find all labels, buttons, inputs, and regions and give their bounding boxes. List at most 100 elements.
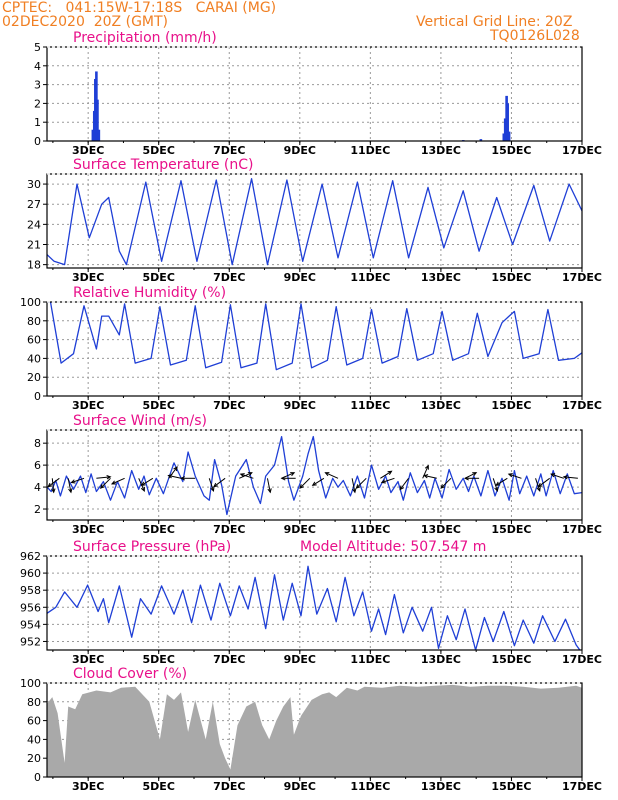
x-tick-label: 5DEC [143,399,175,412]
x-tick-label: 13DEC [421,780,461,793]
panel-cloud: 0 20 40 60 80 100 3DEC 5DEC 7DEC 9DEC 11DEC 13DEC 15… [20,666,602,793]
wind-vector-head [507,473,513,478]
panel-frame [46,173,583,269]
x-tick-label: 7DEC [213,653,245,666]
wind-vector [67,478,72,493]
x-tick-label: 7DEC [213,399,245,412]
panel-frame [46,46,583,142]
wind-vector-head [290,472,296,477]
wind-vector-head [550,473,556,478]
wind-vector-head [440,484,446,489]
wind-vector-head [537,482,543,488]
wind-vector-head [562,475,568,480]
header-grid-note: Vertical Grid Line: 20Z [416,14,573,30]
x-tick-label: 13DEC [421,271,461,284]
header-location: CPTEC: 041:15W-17:18S CARAI (MG) [2,0,277,16]
wind-vector-head [380,479,386,484]
wind-vector-head [355,484,361,489]
wind-vector [266,478,271,493]
x-tick-label: 5DEC [143,271,175,284]
wind-vector [100,477,111,489]
x-tick-label: 3DEC [72,271,104,284]
wind-vector-head [387,470,393,475]
y-tick-label: 0 [34,135,41,148]
wind-vector-head [280,476,286,481]
wind-vector-head [495,481,501,486]
y-tick-label: 960 [20,567,41,580]
y-tick-label: 40 [27,352,41,365]
panel-temp: 18 21 24 27 30 3DEC 5DEC 7DEC 9DEC 11DEC 13DEC 15DE… [27,157,602,284]
wind-vector-head [210,486,215,492]
wind-vector-head [140,481,146,486]
y-tick-label: 954 [20,618,41,631]
panel-title: Precipitation (mm/h) [73,30,217,46]
y-tick-label: 1 [34,116,41,129]
y-tick-label: 2 [34,503,41,516]
panel-title: Surface Wind (m/s) [73,413,207,429]
wind-vector [399,477,409,490]
wind-vector [47,477,60,488]
y-tick-label: 21 [27,239,41,252]
y-tick-label: 60 [27,334,41,347]
x-tick-label: 15DEC [491,144,531,157]
wind-vector-head [99,484,105,489]
precip-bar [506,103,509,141]
y-tick-label: 100 [20,296,41,309]
y-tick-label: 6 [34,459,41,472]
y-tick-label: 958 [20,584,41,597]
x-tick-label: 11DEC [350,399,390,412]
x-tick-label: 11DEC [350,144,390,157]
x-tick-label: 11DEC [350,271,390,284]
y-tick-label: 20 [27,371,41,384]
x-tick-label: 17DEC [562,523,602,536]
x-tick-label: 11DEC [350,653,390,666]
wind-vector-head [494,486,499,492]
wind-vector [538,477,550,488]
x-tick-label: 13DEC [421,399,461,412]
wind-vector [141,477,154,486]
y-tick-label: 60 [27,715,41,728]
y-tick-label: 0 [34,771,41,784]
header-model-id: TQ0126L028 [490,28,580,44]
wind-vector-head [399,485,404,491]
wind-vector [495,477,508,486]
wind-vector [51,478,55,493]
x-tick-label: 17DEC [562,399,602,412]
wind-vector-head [51,488,56,494]
y-tick-label: 40 [27,733,41,746]
cloud-cover-area [47,684,582,777]
y-tick-label: 952 [20,635,41,648]
x-tick-label: 15DEC [491,780,531,793]
wind-vector [563,476,578,479]
wind-vector [508,473,522,479]
panel-title: Cloud Cover (%) [73,666,187,682]
wind-vector-head [68,488,73,494]
wind-vector [535,478,541,492]
y-tick-label: 24 [27,218,41,231]
x-tick-label: 13DEC [421,653,461,666]
series-line-wind [47,435,582,516]
x-tick-label: 7DEC [213,523,245,536]
precip-bar [96,99,99,141]
wind-vector-head [424,464,429,470]
x-tick-label: 9DEC [284,271,316,284]
x-tick-label: 7DEC [213,780,245,793]
wind-vector-head [167,474,173,479]
x-tick-label: 15DEC [491,399,531,412]
panel-rh: 0 20 40 60 80 100 3DEC 5DEC 7DEC 9DEC 11DEC 13DEC 15… [20,285,602,412]
panel-precip: 0 1 2 3 4 5 3DEC 5DEC 7DEC 9DEC 11DEC 13DEC 15DEC 17D… [34,30,602,157]
y-tick-label: 0 [34,390,41,403]
wind-vector [299,477,311,489]
x-tick-label: 9DEC [284,653,316,666]
wind-vector-head [180,476,185,481]
wind-vector-head [110,480,117,485]
y-tick-label: 956 [20,601,41,614]
series-line-rh [47,302,582,371]
wind-vector [381,477,395,483]
panel-title: Relative Humidity (%) [73,285,226,301]
x-tick-label: 13DEC [421,523,461,536]
panel-annotation: Model Altitude: 507.547 m [300,539,486,555]
x-tick-label: 3DEC [72,523,104,536]
y-tick-label: 962 [20,550,41,563]
